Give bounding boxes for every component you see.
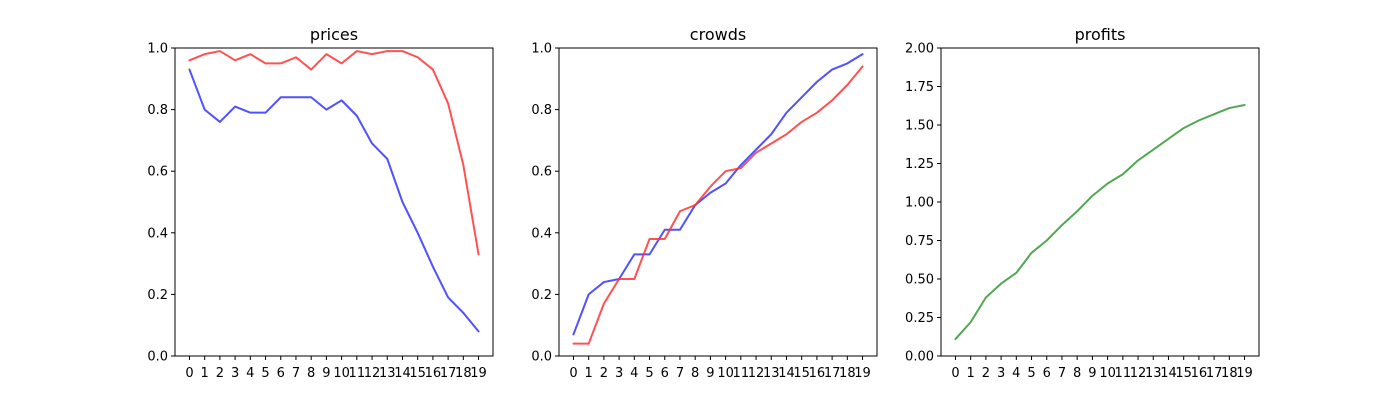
y-tick-label: 1.25 — [905, 157, 934, 172]
chart-title: prices — [310, 25, 358, 44]
y-tick-label: 0.8 — [531, 103, 552, 118]
x-tick-label: 2 — [982, 366, 990, 381]
y-tick-label: 1.75 — [905, 80, 934, 95]
x-tick-label: 16 — [1191, 366, 1208, 381]
x-tick-label: 1 — [585, 366, 593, 381]
y-tick-label: 0.2 — [531, 288, 552, 303]
x-tick-label: 11 — [349, 366, 366, 381]
x-tick-label: 0 — [185, 366, 193, 381]
x-tick-label: 18 — [1221, 366, 1238, 381]
series-line-0 — [954, 103, 1246, 341]
x-tick-label: 17 — [440, 366, 457, 381]
series-line-1 — [188, 68, 480, 333]
x-tick-label: 13 — [763, 366, 780, 381]
x-tick-label: 11 — [1115, 366, 1132, 381]
y-tick-label: 1.50 — [905, 119, 934, 134]
x-tick-label: 8 — [1073, 366, 1081, 381]
x-tick-label: 9 — [322, 366, 330, 381]
x-tick-label: 15 — [1175, 366, 1192, 381]
x-tick-label: 4 — [1012, 366, 1020, 381]
x-tick-label: 14 — [394, 366, 411, 381]
x-tick-label: 13 — [1145, 366, 1162, 381]
x-tick-label: 6 — [1043, 366, 1051, 381]
y-tick-label: 1.0 — [531, 42, 552, 57]
y-tick-label: 2.00 — [905, 42, 934, 57]
y-tick-label: 0.6 — [531, 165, 552, 180]
x-tick-label: 4 — [246, 366, 254, 381]
x-tick-label: 3 — [997, 366, 1005, 381]
x-tick-label: 12 — [748, 366, 765, 381]
x-tick-label: 17 — [824, 366, 841, 381]
y-tick-label: 0.0 — [531, 350, 552, 365]
x-tick-label: 7 — [1058, 366, 1066, 381]
y-tick-label: 0.75 — [905, 234, 934, 249]
x-tick-label: 2 — [600, 366, 608, 381]
x-tick-label: 18 — [839, 366, 856, 381]
prices-panel: prices 0.00.20.40.60.81.00 1 2 3 4 5 6 7 8 9 10111… — [147, 25, 494, 382]
x-tick-label: 1 — [201, 366, 209, 381]
chart-title: crowds — [690, 25, 746, 44]
y-tick-label: 0.8 — [147, 103, 168, 118]
x-tick-label: 3 — [231, 366, 239, 381]
x-tick-label: 6 — [661, 366, 669, 381]
x-tick-label: 14 — [1160, 366, 1177, 381]
x-tick-label: 12 — [1130, 366, 1147, 381]
x-tick-label: 19 — [854, 366, 871, 381]
profits-panel: profits 0.00 0.25 0.50 0.75 1.00 1.25 1.50 1.75… — [905, 25, 1260, 382]
plot-area: 0.00.20.40.60.81.00 1 2 3 4 5 6 7 8 9 101112131415… — [147, 42, 487, 382]
y-tick-label: 0.50 — [905, 273, 934, 288]
y-tick-label: 0.2 — [147, 288, 168, 303]
x-tick-label: 4 — [630, 366, 638, 381]
x-tick-label: 16 — [425, 366, 442, 381]
x-tick-label: 10 — [717, 366, 734, 381]
x-tick-label: 1 — [967, 366, 975, 381]
series-line-0 — [572, 53, 864, 336]
x-tick-label: 5 — [1027, 366, 1035, 381]
x-tick-label: 14 — [778, 366, 795, 381]
y-tick-label: 1.00 — [905, 196, 934, 211]
plot-area: 0.000.250.500.751.001.251.501.752.000 1 2 3… — [905, 42, 1253, 382]
x-tick-label: 0 — [951, 366, 959, 381]
x-tick-label: 0 — [569, 366, 577, 381]
y-tick-label: 0.00 — [905, 350, 934, 365]
y-tick-label: 0.4 — [531, 226, 552, 241]
x-tick-label: 8 — [691, 366, 699, 381]
x-tick-label: 5 — [645, 366, 653, 381]
x-tick-label: 19 — [1236, 366, 1253, 381]
x-tick-label: 18 — [455, 366, 472, 381]
x-tick-label: 19 — [470, 366, 487, 381]
plot-area: 0.00.20.40.60.81.00 1 2 3 4 5 6 7 8 9 101112131415… — [531, 42, 871, 382]
x-tick-label: 7 — [292, 366, 300, 381]
x-tick-label: 9 — [1088, 366, 1096, 381]
series-line-0 — [188, 50, 480, 256]
crowds-panel: crowds 0.00.20.40.60.81.00 1 2 3 4 5 6 7 8 9 10111… — [531, 25, 878, 382]
x-tick-label: 17 — [1206, 366, 1223, 381]
x-tick-label: 15 — [793, 366, 810, 381]
series-line-1 — [572, 65, 864, 345]
x-tick-label: 11 — [733, 366, 750, 381]
x-tick-label: 10 — [333, 366, 350, 381]
x-tick-label: 12 — [364, 366, 381, 381]
x-tick-label: 13 — [379, 366, 396, 381]
axes-frame — [174, 47, 494, 357]
x-tick-label: 6 — [277, 366, 285, 381]
axes-frame — [558, 47, 878, 357]
x-tick-label: 10 — [1099, 366, 1116, 381]
x-tick-label: 7 — [676, 366, 684, 381]
y-tick-label: 1.0 — [147, 42, 168, 57]
x-tick-label: 8 — [307, 366, 315, 381]
x-tick-label: 15 — [409, 366, 426, 381]
y-tick-label: 0.6 — [147, 165, 168, 180]
x-tick-label: 2 — [216, 366, 224, 381]
x-tick-label: 3 — [615, 366, 623, 381]
chart-title: profits — [1075, 25, 1126, 44]
y-tick-label: 0.0 — [147, 350, 168, 365]
x-tick-label: 16 — [809, 366, 826, 381]
y-tick-label: 0.4 — [147, 226, 168, 241]
x-tick-label: 9 — [706, 366, 714, 381]
x-tick-label: 5 — [261, 366, 269, 381]
y-tick-label: 0.25 — [905, 311, 934, 326]
